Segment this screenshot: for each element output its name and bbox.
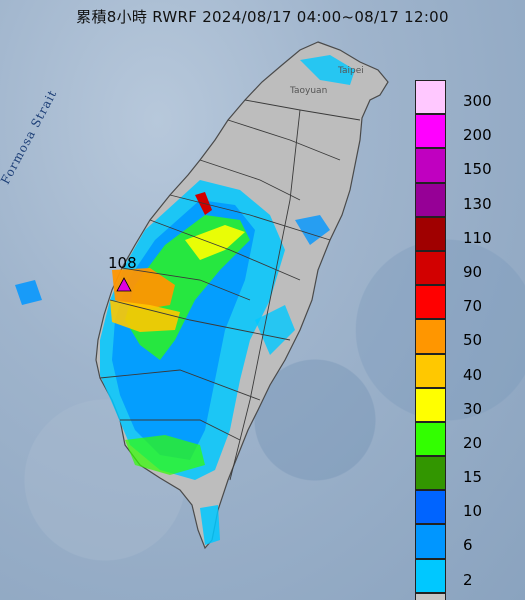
legend-swatch: [415, 421, 446, 457]
legend-row: 40: [415, 353, 519, 388]
legend-swatch: [415, 353, 446, 388]
legend-swatch: [415, 490, 446, 525]
rain-southeast-patch: [255, 305, 295, 355]
legend-row: 90: [415, 250, 519, 286]
legend-label: 20: [463, 433, 483, 452]
legend-row: 150: [415, 148, 519, 183]
legend-swatch: [415, 80, 446, 115]
legend: 300 200 150 130 110 90 70 50 40 30 20 15…: [415, 80, 519, 600]
legend-swatch: [415, 456, 446, 491]
rain-islands-west: [15, 280, 42, 305]
legend-row: 20: [415, 421, 519, 457]
legend-label: 30: [463, 399, 483, 418]
legend-swatch: [415, 592, 446, 600]
legend-label: 40: [463, 365, 483, 384]
legend-label: 90: [463, 262, 483, 281]
legend-row: 10: [415, 490, 519, 525]
legend-row: 130: [415, 182, 519, 217]
rain-yellow-west: [110, 300, 180, 332]
city-label-taoyuan: Taoyuan: [290, 86, 328, 96]
rain-north-patch: [300, 55, 355, 85]
legend-row: 70: [415, 285, 519, 320]
legend-row: 15: [415, 456, 519, 491]
legend-row: 50: [415, 319, 519, 354]
legend-row: 30: [415, 387, 519, 422]
legend-swatch: [415, 182, 446, 217]
rain-orange: [112, 268, 175, 310]
legend-row: 200: [415, 114, 519, 149]
legend-label: 6: [463, 536, 473, 555]
legend-label: 200: [463, 126, 492, 145]
rainfall-overlay: [15, 55, 355, 545]
city-label-taipei: Taipei: [338, 66, 364, 76]
rain-orchid-island: [200, 505, 220, 545]
legend-label: 50: [463, 331, 483, 350]
max-value-label: 108: [108, 254, 137, 272]
legend-swatch: [415, 558, 446, 593]
legend-swatch: [415, 285, 446, 320]
legend-row: 2: [415, 558, 519, 593]
rain-green-south: [125, 435, 205, 475]
legend-swatch: [415, 524, 446, 559]
rain-yellow: [185, 225, 245, 260]
legend-swatch: [415, 148, 446, 183]
legend-row: 1: [415, 592, 519, 600]
legend-label: 110: [463, 228, 492, 247]
county-borders: [99, 99, 361, 481]
legend-label: 150: [463, 160, 492, 179]
legend-label: 70: [463, 297, 483, 316]
legend-swatch: [415, 114, 446, 149]
legend-swatch: [415, 250, 446, 286]
legend-label: 10: [463, 502, 483, 521]
legend-label: 2: [463, 570, 473, 589]
legend-row: 300: [415, 80, 519, 115]
legend-label: 300: [463, 92, 492, 110]
legend-label: 15: [463, 468, 483, 487]
triangle-marker-icon: [116, 277, 132, 292]
legend-swatch: [415, 387, 446, 422]
legend-row: 110: [415, 216, 519, 251]
legend-row: 6: [415, 524, 519, 559]
map-title: 累積8小時 RWRF 2024/08/17 04:00~08/17 12:00: [76, 8, 449, 26]
legend-swatch: [415, 216, 446, 251]
rain-east-patch: [295, 215, 330, 245]
legend-label: 130: [463, 194, 492, 213]
legend-swatch: [415, 319, 446, 354]
